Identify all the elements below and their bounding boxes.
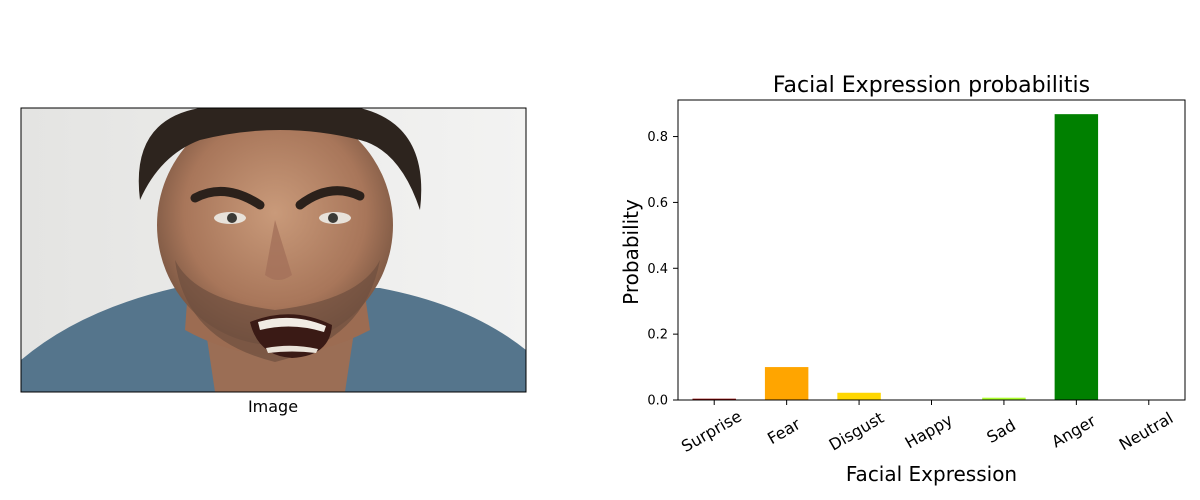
face-photo	[21, 108, 526, 392]
y-tick-label: 0.2	[647, 328, 668, 343]
x-tick-label-disgust: Disgust	[826, 408, 887, 454]
x-tick-label-surprise: Surprise	[678, 406, 745, 456]
bar-sad	[982, 397, 1026, 400]
x-tick-label-fear: Fear	[764, 414, 804, 448]
photo-caption: Image	[248, 397, 298, 416]
plot-frame	[677, 99, 1186, 401]
chart-title: Facial Expression probabilitis	[773, 73, 1090, 98]
bar-fear	[764, 367, 809, 400]
y-ticks-group: 0.0 0.2 0.4 0.6 0.8	[647, 130, 678, 409]
x-tick-label-sad: Sad	[983, 415, 1019, 447]
bar-anger	[1054, 114, 1099, 400]
expression-bar-chart: Facial Expression probabilitis 0.0 0.2 0.4…	[619, 73, 1186, 486]
y-tick-label: 0.0	[647, 394, 668, 409]
x-tick-label-neutral: Neutral	[1116, 408, 1177, 454]
y-tick-label: 0.4	[647, 262, 668, 277]
x-tick-label-happy: Happy	[902, 410, 956, 452]
bar-disgust	[837, 392, 881, 400]
bar-surprise	[692, 398, 736, 400]
bars-group	[692, 114, 1099, 400]
x-tick-label-anger: Anger	[1048, 411, 1099, 451]
y-tick-label: 0.8	[647, 130, 668, 145]
photo-panel: Image	[20, 107, 527, 416]
x-axis-label: Facial Expression	[846, 462, 1017, 486]
y-tick-label: 0.6	[647, 196, 668, 211]
x-ticks-group: Surprise Fear Disgust Happy Sad Anger Neutral	[678, 400, 1176, 456]
y-axis-label: Probability	[619, 199, 643, 305]
